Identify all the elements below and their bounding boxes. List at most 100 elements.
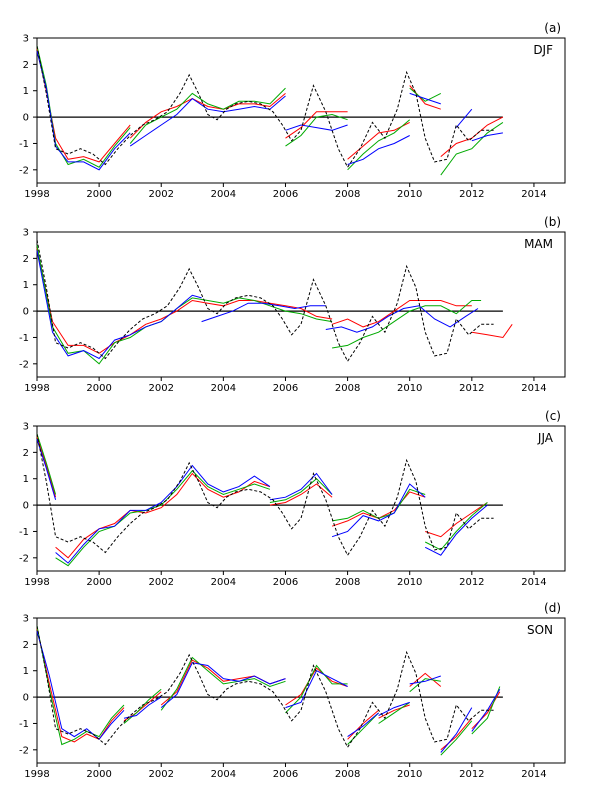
series-line <box>36 250 202 360</box>
y-tick-label: 2 <box>23 448 29 459</box>
series-line <box>285 670 348 709</box>
series-line <box>347 119 411 171</box>
series-line <box>440 121 504 176</box>
x-tick-label: 2008 <box>335 577 360 588</box>
season-label: MAM <box>524 237 553 251</box>
series-line <box>160 662 286 708</box>
y-tick-label: 1 <box>23 666 29 677</box>
series-line <box>471 688 501 732</box>
series-line <box>378 701 410 716</box>
y-tick-label: -1 <box>19 527 29 538</box>
x-tick-label: 2006 <box>273 383 298 394</box>
series-line <box>409 672 442 687</box>
series-line <box>347 712 379 745</box>
y-tick-label: 3 <box>23 422 29 433</box>
x-tick-label: 2010 <box>397 769 422 780</box>
series-line <box>331 483 426 538</box>
series-line <box>285 124 348 131</box>
series-line <box>425 502 488 538</box>
reference-line <box>36 239 494 363</box>
y-tick-label: 0 <box>23 501 29 512</box>
series-line <box>347 121 410 160</box>
series-line <box>160 656 286 711</box>
panel-label: (b) <box>544 215 561 229</box>
panel-label: (c) <box>545 409 561 423</box>
x-tick-label: 2010 <box>397 383 422 394</box>
x-tick-label: 2014 <box>521 383 546 394</box>
series-line <box>424 502 488 551</box>
series-line <box>269 483 333 506</box>
x-tick-label: 2006 <box>273 577 298 588</box>
y-tick-label: 3 <box>23 614 29 625</box>
x-tick-label: 2008 <box>335 769 360 780</box>
plot-frame <box>36 231 566 378</box>
series-line <box>332 300 482 349</box>
series-line <box>285 664 348 714</box>
series-line <box>201 302 326 323</box>
plot-frame <box>36 37 566 184</box>
reference-line <box>36 625 494 749</box>
series-line <box>269 472 333 501</box>
series-line <box>440 116 504 157</box>
y-tick-label: 2 <box>23 60 29 71</box>
y-tick-label: -1 <box>19 719 29 730</box>
plot-frame <box>36 425 566 572</box>
series-line <box>285 667 348 706</box>
series-line <box>55 472 271 559</box>
series-line <box>325 305 479 333</box>
x-tick-label: 2002 <box>149 769 174 780</box>
x-tick-label: 2006 <box>273 769 298 780</box>
x-tick-label: 2006 <box>273 189 298 200</box>
x-tick-label: 2012 <box>459 189 484 200</box>
panel-1: -2 -1 0 1 2 3 1998 2000 2002 2004 2006 2008 2010 2012… <box>19 21 566 200</box>
series-line <box>269 478 333 503</box>
series-line <box>378 704 410 719</box>
series-line <box>440 717 473 751</box>
y-tick-label: 1 <box>23 86 29 97</box>
series-line <box>471 132 503 142</box>
y-tick-label: 2 <box>23 254 29 265</box>
x-tick-label: 2002 <box>149 383 174 394</box>
x-tick-label: 2002 <box>149 577 174 588</box>
y-tick-label: 2 <box>23 640 29 651</box>
x-tick-label: 2004 <box>211 769 236 780</box>
panel-4: -2 -1 0 1 2 3 1998 2000 2002 2004 2006 2008 2010 2012… <box>19 601 566 780</box>
panel-3: -2 -1 0 1 2 3 1998 2000 2002 2004 2006 2008 2010 2012… <box>19 409 566 588</box>
series-line <box>123 696 162 719</box>
series-line <box>285 111 348 139</box>
reference-line <box>36 45 494 169</box>
series-line <box>471 686 501 735</box>
series-line <box>285 113 348 147</box>
x-tick-label: 2002 <box>149 189 174 200</box>
y-tick-label: 3 <box>23 228 29 239</box>
series-line <box>36 247 333 354</box>
x-tick-label: 2012 <box>459 769 484 780</box>
y-tick-label: 0 <box>23 113 29 124</box>
series-line <box>36 45 131 168</box>
series-line <box>409 87 442 102</box>
x-tick-label: 2008 <box>335 383 360 394</box>
x-tick-label: 2010 <box>397 577 422 588</box>
series-line <box>471 691 501 730</box>
series-line <box>440 720 473 756</box>
x-tick-label: 1998 <box>24 577 49 588</box>
series-line <box>471 324 513 339</box>
x-tick-label: 2010 <box>397 189 422 200</box>
y-tick-label: 0 <box>23 307 29 318</box>
panel-2: -2 -1 0 1 2 3 1998 2000 2002 2004 2006 2008 2010 2012… <box>19 215 566 394</box>
x-tick-label: 2012 <box>459 577 484 588</box>
season-label: JJA <box>537 431 554 445</box>
y-tick-label: -1 <box>19 139 29 150</box>
y-tick-label: -1 <box>19 333 29 344</box>
series-line <box>36 433 57 495</box>
series-line <box>129 87 286 144</box>
x-tick-label: 2000 <box>86 189 111 200</box>
series-line <box>129 93 286 139</box>
x-tick-label: 2004 <box>211 577 236 588</box>
series-line <box>347 712 379 738</box>
series-line <box>440 707 473 753</box>
x-tick-label: 2004 <box>211 383 236 394</box>
series-line <box>409 85 441 110</box>
series-line <box>409 92 441 105</box>
